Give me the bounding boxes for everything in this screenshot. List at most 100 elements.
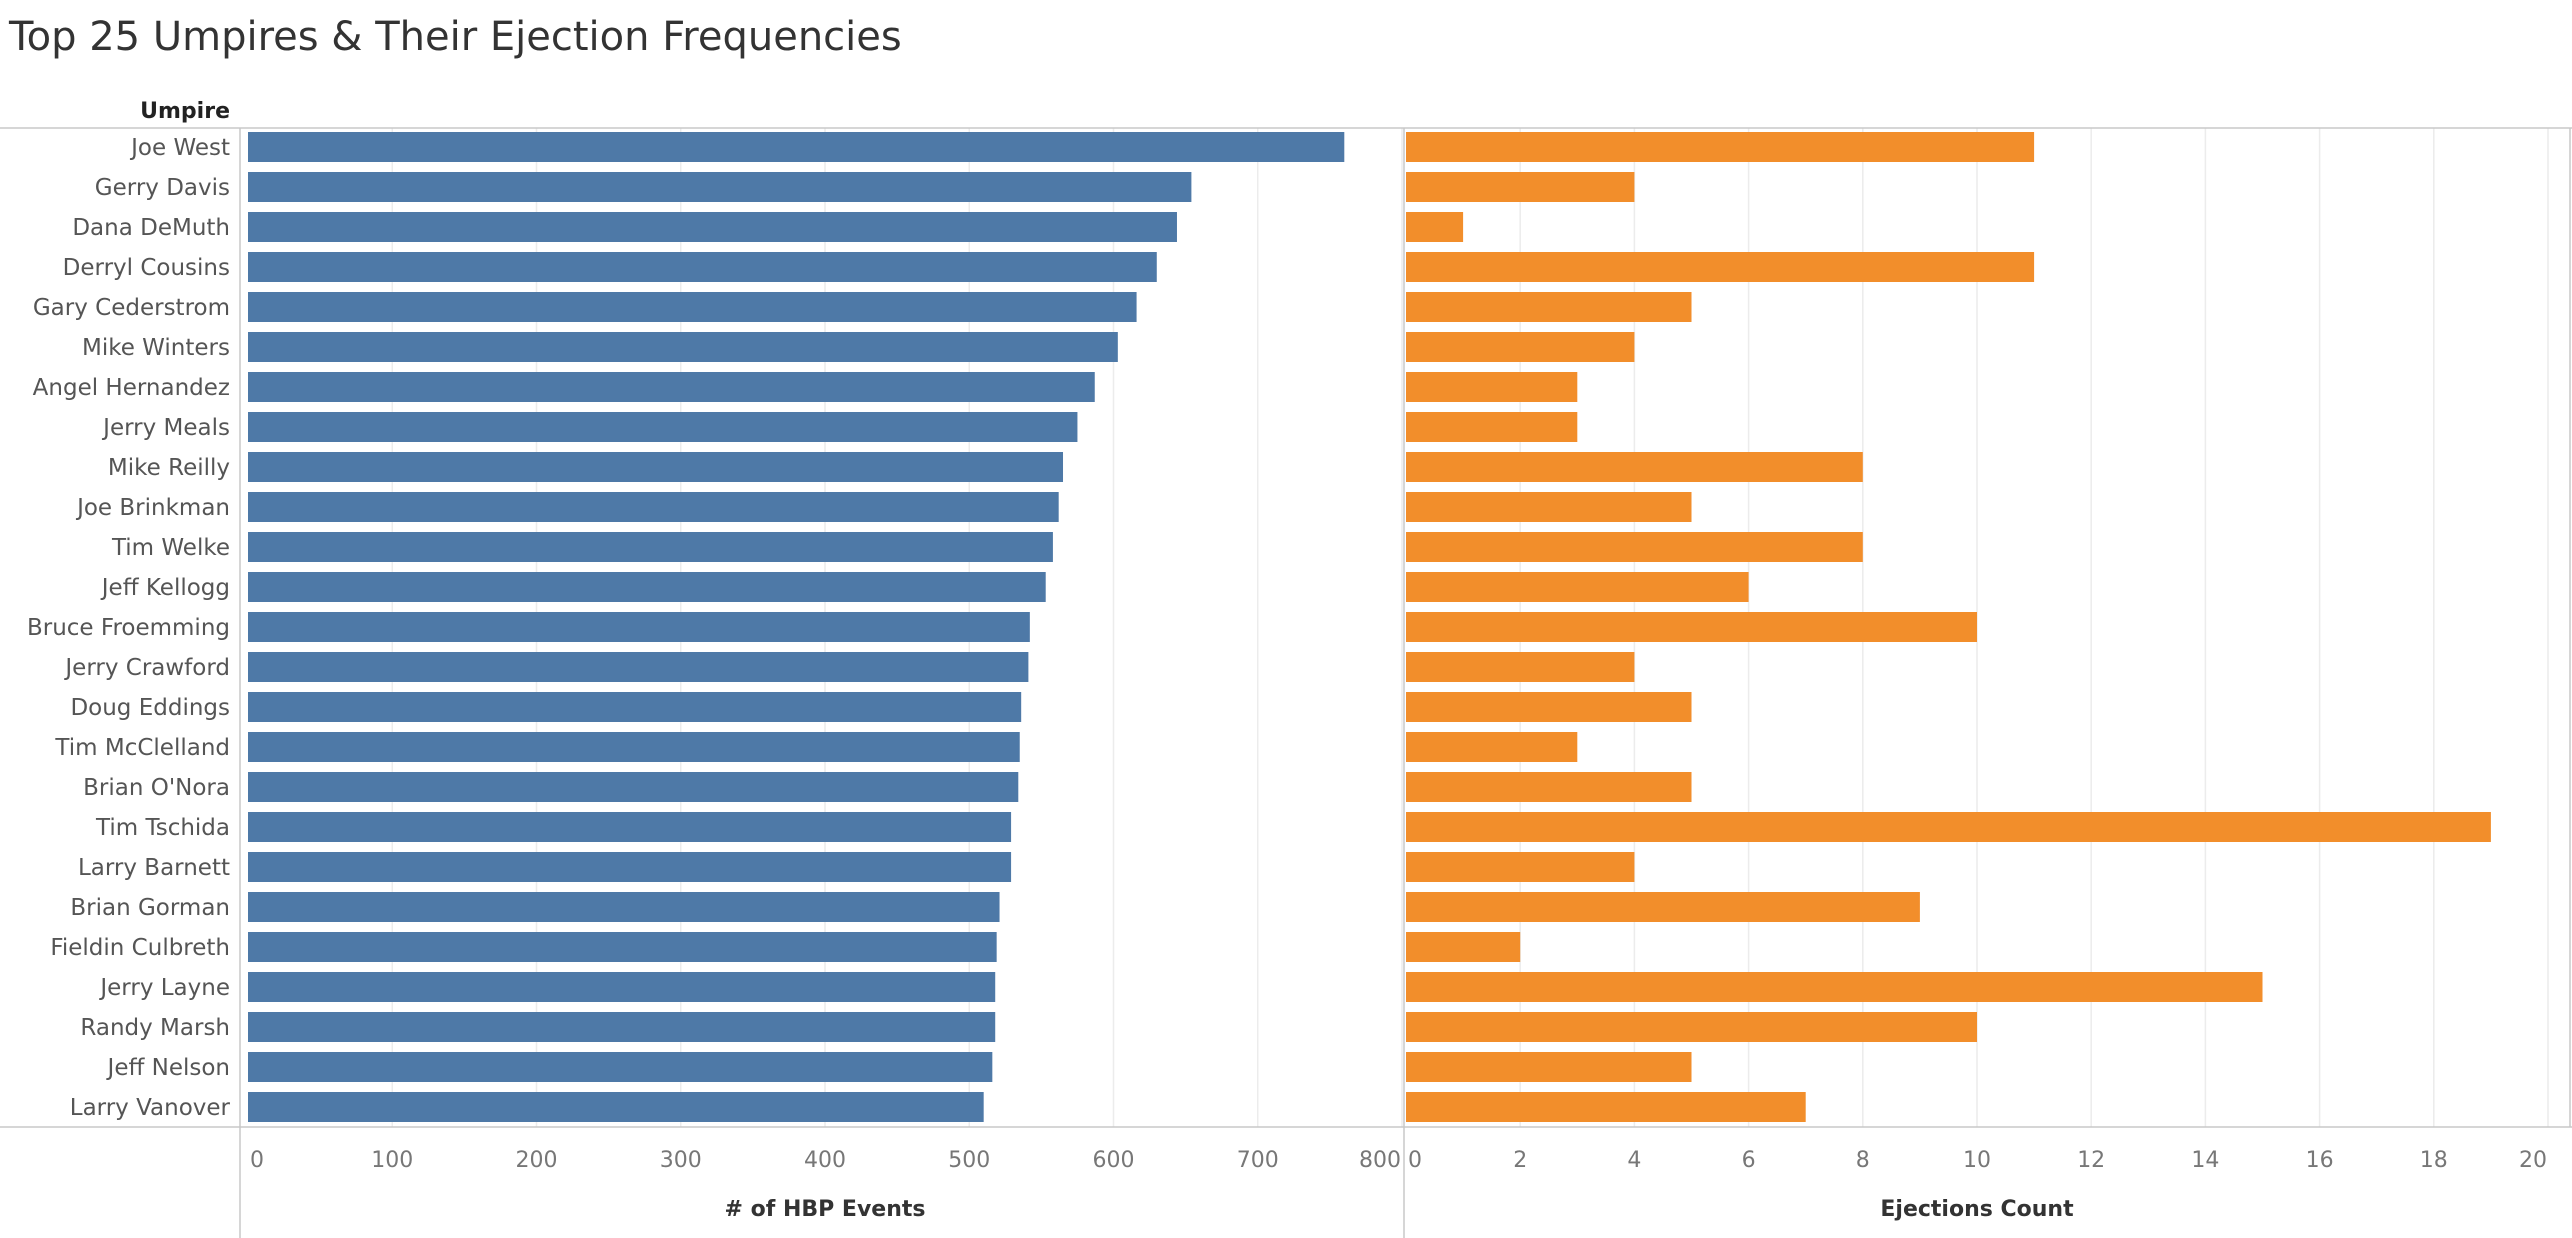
ejection-bar <box>1406 892 1920 922</box>
ejection-bar <box>1406 1052 1692 1082</box>
ejection-bar <box>1406 132 2035 162</box>
tick-label: 0 <box>250 1148 264 1173</box>
tick-label: 400 <box>804 1148 846 1173</box>
ejection-bar <box>1406 812 2491 842</box>
tick-label: 200 <box>516 1148 558 1173</box>
umpire-label: Angel Hernandez <box>33 375 230 401</box>
umpire-label: Doug Eddings <box>70 695 230 721</box>
ejection-bar <box>1406 212 1464 242</box>
umpire-label: Jeff Kellogg <box>100 575 230 601</box>
ejection-bar <box>1406 972 2263 1002</box>
umpire-label: Derryl Cousins <box>63 255 230 281</box>
hbp-bar <box>248 372 1095 402</box>
tick-label: 4 <box>1627 1148 1641 1173</box>
umpire-label: Tim McClelland <box>54 735 230 761</box>
umpire-label: Gary Cederstrom <box>33 295 230 321</box>
hbp-bar <box>248 812 1012 842</box>
ejection-bar <box>1406 772 1692 802</box>
tick-label: 600 <box>1093 1148 1135 1173</box>
hbp-bar <box>248 212 1177 242</box>
ejection-bar <box>1406 1092 1806 1122</box>
tick-label: 20 <box>2519 1148 2547 1173</box>
labels-layer: Umpire Joe West Gerry Davis Dana DeMuth Derr… <box>27 99 231 1121</box>
ejection-bar <box>1406 652 1635 682</box>
umpire-label: Dana DeMuth <box>72 215 230 241</box>
ejection-bar <box>1406 1012 1977 1042</box>
hbp-bar <box>248 612 1030 642</box>
umpire-label: Tim Tschida <box>95 815 230 841</box>
hbp-bar <box>248 492 1059 522</box>
ejection-bar <box>1406 612 1977 642</box>
hbp-bar <box>248 452 1064 482</box>
umpire-label: Jerry Layne <box>98 975 230 1001</box>
tick-label: 16 <box>2306 1148 2334 1173</box>
umpire-label: Fieldin Culbreth <box>50 935 230 961</box>
hbp-bar <box>248 652 1029 682</box>
hbp-bar <box>248 292 1137 322</box>
hbp-bar <box>248 772 1019 802</box>
ejection-bar <box>1406 332 1635 362</box>
tick-label: 100 <box>371 1148 413 1173</box>
hbp-bar <box>248 972 996 1002</box>
hbp-bar <box>248 852 1012 882</box>
umpire-label: Larry Vanover <box>70 1095 231 1121</box>
hbp-bar <box>248 1092 984 1122</box>
tick-label: 300 <box>660 1148 702 1173</box>
x-axis-title-hbp: # of HBP Events <box>725 1197 926 1222</box>
ejection-bar <box>1406 372 1578 402</box>
tick-label: 800 <box>1359 1148 1401 1173</box>
umpire-label: Jerry Crawford <box>63 655 230 681</box>
hbp-bar <box>248 172 1192 202</box>
umpire-label: Larry Barnett <box>78 855 230 881</box>
axes-layer: 0 100 200 300 400 500 600 700 800# of HBP Events… <box>0 127 2572 1238</box>
hbp-bar <box>248 892 1000 922</box>
tick-label: 700 <box>1237 1148 1279 1173</box>
tick-label: 0 <box>1408 1148 1422 1173</box>
umpire-label: Mike Winters <box>82 335 230 361</box>
hbp-bar <box>248 252 1157 282</box>
ejection-bar <box>1406 452 1863 482</box>
ejection-bar <box>1406 292 1692 322</box>
row-header: Umpire <box>140 99 230 124</box>
ejection-bar <box>1406 852 1635 882</box>
ejection-bar <box>1406 492 1692 522</box>
ejection-bar <box>1406 572 1749 602</box>
tick-label: 2 <box>1513 1148 1527 1173</box>
hbp-bar <box>248 732 1020 762</box>
tick-label: 14 <box>2191 1148 2219 1173</box>
umpire-label: Randy Marsh <box>80 1015 230 1041</box>
ejection-bar <box>1406 692 1692 722</box>
umpire-label: Gerry Davis <box>95 175 230 201</box>
umpire-label: Joe West <box>129 135 230 161</box>
umpire-label: Joe Brinkman <box>75 495 230 521</box>
umpire-label: Bruce Froemming <box>27 615 230 641</box>
hbp-bar <box>248 412 1078 442</box>
umpire-label: Tim Welke <box>111 535 230 561</box>
chart-title: Top 25 Umpires & Their Ejection Frequenc… <box>9 14 902 60</box>
hbp-bar <box>248 572 1046 602</box>
hbp-bar <box>248 932 997 962</box>
tick-label: 12 <box>2077 1148 2105 1173</box>
hbp-bar <box>248 692 1022 722</box>
bars-layer <box>248 132 2491 1122</box>
ejection-bar <box>1406 252 2035 282</box>
ejection-bar <box>1406 532 1863 562</box>
ejection-bar <box>1406 932 1521 962</box>
tick-label: 10 <box>1963 1148 1991 1173</box>
ejection-bar <box>1406 732 1578 762</box>
umpire-label: Mike Reilly <box>108 455 230 481</box>
umpire-label: Brian Gorman <box>70 895 230 921</box>
ejection-bar <box>1406 172 1635 202</box>
umpire-label: Jeff Nelson <box>106 1055 230 1081</box>
umpire-label: Brian O'Nora <box>83 775 230 801</box>
tick-label: 500 <box>948 1148 990 1173</box>
hbp-bar <box>248 1052 993 1082</box>
ejection-bar <box>1406 412 1578 442</box>
x-axis-title-ejections: Ejections Count <box>1880 1197 2074 1222</box>
hbp-bar <box>248 532 1053 562</box>
hbp-bar <box>248 1012 996 1042</box>
hbp-bar <box>248 332 1118 362</box>
tick-label: 8 <box>1856 1148 1870 1173</box>
tick-label: 18 <box>2420 1148 2448 1173</box>
